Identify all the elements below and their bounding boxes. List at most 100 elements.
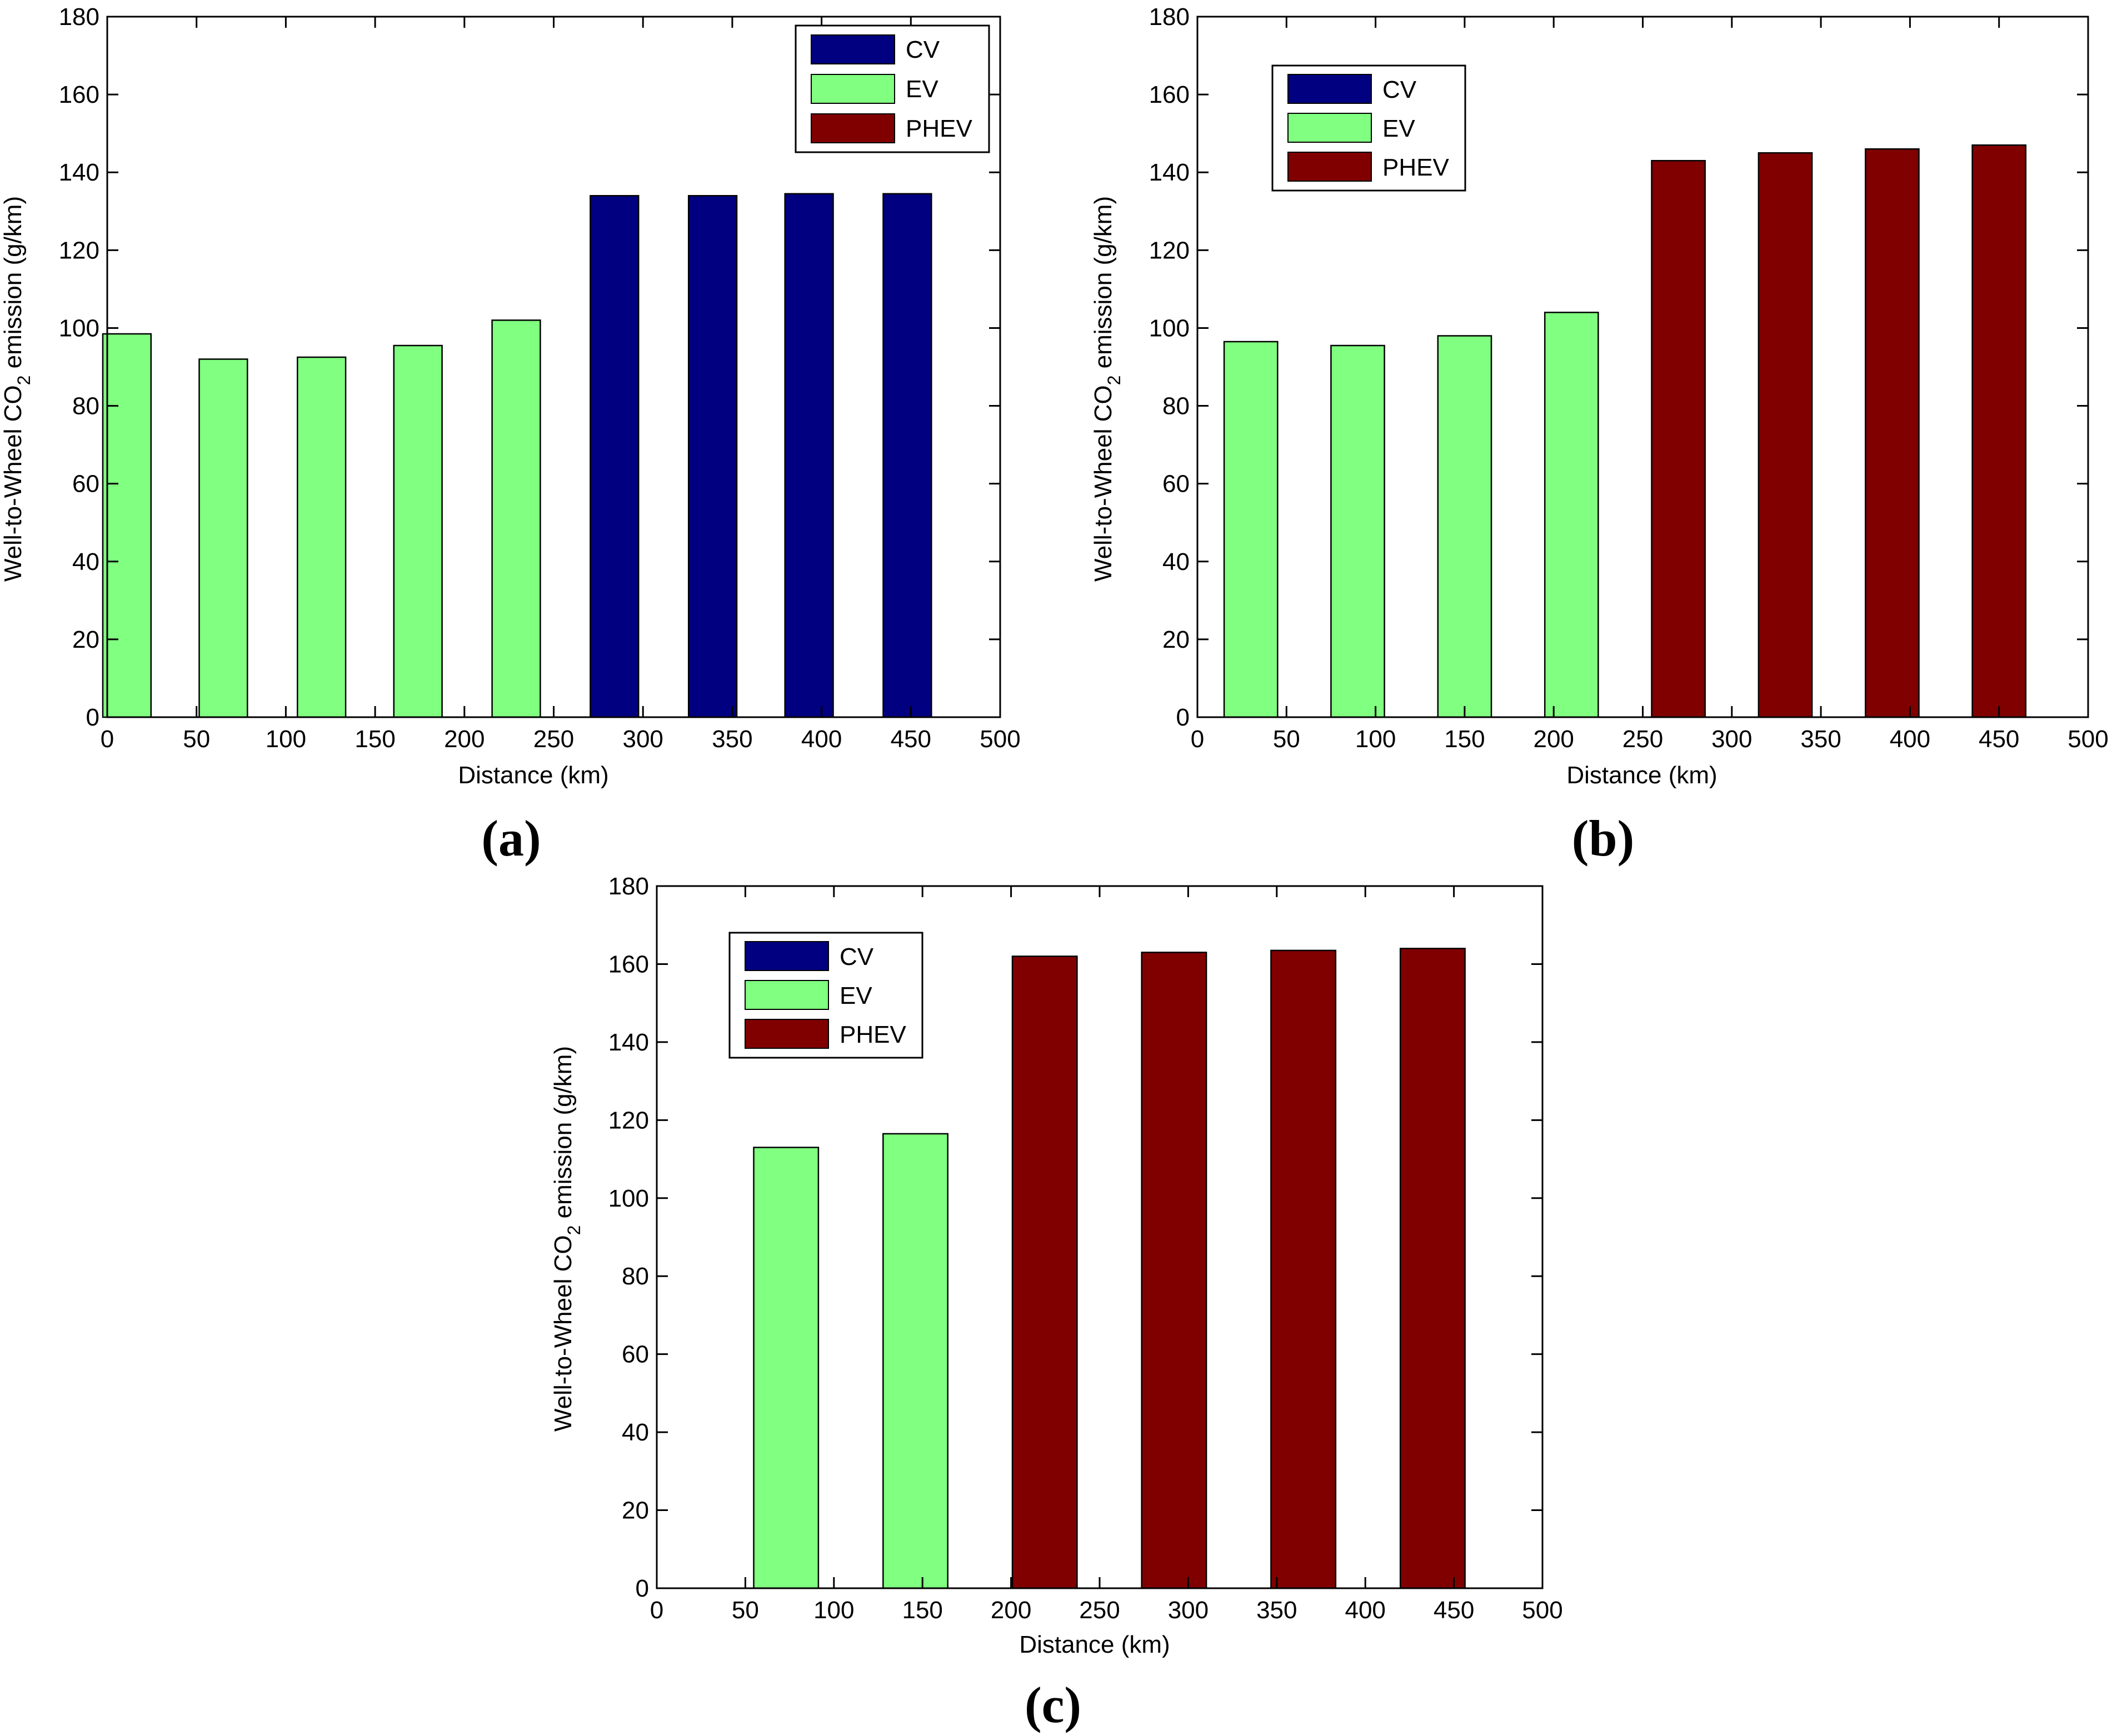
x-tick-label-a-400: 400	[801, 726, 842, 753]
bar-phev-c-6	[1399, 948, 1466, 1589]
x-tick-label-b-50: 50	[1273, 726, 1300, 753]
legend-label-phev-c: PHEV	[840, 1021, 906, 1048]
y-tick-label-a-40: 40	[72, 548, 99, 576]
x-tick-label-a-500: 500	[980, 726, 1020, 753]
bar-phev-b-7	[1865, 148, 1920, 718]
x-tick-label-b-150: 150	[1444, 726, 1485, 753]
y-tick-label-b-0: 0	[1176, 704, 1190, 731]
x-tick-label-c-350: 350	[1256, 1597, 1297, 1624]
bar-ev-c-2	[882, 1133, 948, 1589]
legend-swatch-phev-b	[1287, 152, 1372, 182]
bar-ev-b-1	[1223, 341, 1279, 718]
bar-ev-a-2	[198, 358, 248, 718]
y-tick-label-a-0: 0	[86, 704, 99, 731]
y-tick-label-a-120: 120	[59, 237, 99, 264]
y-tick-label-b-140: 140	[1149, 159, 1190, 186]
y-tick-label-c-140: 140	[608, 1029, 649, 1056]
x-tick-label-a-450: 450	[891, 726, 931, 753]
y-tick-label-b-80: 80	[1162, 393, 1190, 420]
y-tick-label-a-60: 60	[72, 471, 99, 498]
bars-b	[1223, 144, 2027, 718]
x-tick-label-c-0: 0	[650, 1597, 663, 1624]
bar-phev-c-5	[1270, 949, 1337, 1589]
y-tick-label-c-160: 160	[608, 950, 649, 978]
x-axis-label-b: Distance (km)	[1566, 762, 1717, 789]
x-tick-label-b-0: 0	[1191, 726, 1204, 753]
bars-c	[753, 948, 1466, 1589]
y-axis-label-a-pre: Well-to-Wheel CO	[0, 385, 27, 582]
legend-swatch-ev-c	[745, 980, 829, 1010]
y-axis-label-a: Well-to-Wheel CO2 emission (g/km)	[0, 196, 34, 582]
legend-a: CV EV PHEV	[795, 24, 990, 153]
bar-ev-a-1	[102, 333, 152, 718]
x-tick-label-b-450: 450	[1979, 726, 2019, 753]
x-tick-label-c-50: 50	[732, 1597, 759, 1624]
y-axis-label-a-sub: 2	[14, 376, 34, 386]
bar-ev-a-5	[491, 319, 541, 718]
y-tick-label-b-100: 100	[1149, 314, 1190, 342]
y-tick-label-c-40: 40	[622, 1419, 649, 1446]
x-tick-label-b-100: 100	[1355, 726, 1396, 753]
legend-label-ev-b: EV	[1382, 115, 1415, 142]
tick-labels-b: 0 50 100 150 200 250 300 350 400 450 500 0 20 40 60 80 1…	[1149, 3, 2109, 753]
legend-label-cv-c: CV	[840, 943, 874, 970]
y-tick-label-c-120: 120	[608, 1107, 649, 1134]
legend-swatch-ev-b	[1287, 113, 1372, 143]
x-tick-label-a-350: 350	[712, 726, 752, 753]
y-axis-label-b: Well-to-Wheel CO2 emission (g/km)	[1090, 196, 1124, 582]
chart-b: 0 50 100 150 200 250 300 350 400 450 500 0 20 40 60 80 1…	[1090, 3, 2109, 867]
bar-ev-b-2	[1330, 344, 1385, 718]
bar-cv-a-7	[687, 195, 738, 718]
y-tick-label-a-140: 140	[59, 159, 99, 186]
bar-ev-a-4	[393, 344, 443, 718]
panel-label-a: (a)	[481, 810, 541, 867]
x-axis-label-c: Distance (km)	[1019, 1631, 1170, 1658]
legend-swatch-phev-c	[745, 1019, 829, 1049]
bar-cv-a-6	[590, 195, 640, 718]
legend-label-cv-b: CV	[1382, 76, 1417, 103]
y-tick-label-a-80: 80	[72, 393, 99, 420]
legend-swatch-cv-a	[811, 34, 895, 64]
x-tick-label-a-50: 50	[183, 726, 210, 753]
x-tick-label-c-100: 100	[813, 1597, 854, 1624]
x-tick-label-c-500: 500	[1522, 1597, 1562, 1624]
legend-swatch-cv-b	[1287, 74, 1372, 104]
legend-label-cv-a: CV	[906, 36, 940, 63]
legend-b: CV EV PHEV	[1271, 64, 1466, 192]
y-tick-label-a-180: 180	[59, 3, 99, 31]
bar-cv-a-9	[882, 193, 932, 718]
y-tick-label-b-60: 60	[1162, 471, 1190, 498]
y-axis-label-b-post: emission (g/km)	[1090, 196, 1117, 376]
y-axis-label-b-sub: 2	[1104, 376, 1124, 386]
y-axis-label-a-post: emission (g/km)	[0, 196, 27, 376]
x-tick-label-c-150: 150	[902, 1597, 942, 1624]
x-tick-label-c-200: 200	[991, 1597, 1031, 1624]
x-tick-label-a-200: 200	[444, 726, 485, 753]
y-tick-label-a-20: 20	[72, 626, 99, 653]
bar-phev-b-5	[1651, 159, 1706, 718]
y-tick-label-a-100: 100	[59, 314, 99, 342]
bar-ev-c-1	[753, 1147, 820, 1589]
y-tick-label-b-40: 40	[1162, 548, 1190, 576]
y-axis-label-c-sub: 2	[564, 1225, 584, 1235]
y-tick-label-c-80: 80	[622, 1263, 649, 1290]
bar-phev-c-4	[1141, 952, 1207, 1589]
bar-ev-b-4	[1544, 312, 1599, 718]
plot-frame-c	[656, 885, 1544, 1589]
y-tick-label-c-180: 180	[608, 873, 649, 900]
y-tick-label-c-100: 100	[608, 1185, 649, 1212]
panel-label-b: (b)	[1572, 810, 1634, 867]
legend-label-ev-c: EV	[840, 982, 872, 1009]
x-tick-label-b-200: 200	[1533, 726, 1574, 753]
chart-a: 0 50 100 150 200 250 300 350 400 450 500 0 20 40 60 80 1…	[0, 3, 1021, 867]
legend-label-phev-a: PHEV	[906, 115, 972, 142]
x-tick-label-b-400: 400	[1890, 726, 1930, 753]
y-tick-label-c-60: 60	[622, 1341, 649, 1368]
y-axis-label-c-post: emission (g/km)	[550, 1046, 577, 1225]
tick-labels-a: 0 50 100 150 200 250 300 350 400 450 500 0 20 40 60 80 1…	[59, 3, 1021, 753]
x-tick-label-b-350: 350	[1800, 726, 1841, 753]
y-tick-label-b-180: 180	[1149, 3, 1190, 31]
y-tick-label-c-20: 20	[622, 1497, 649, 1524]
panel-label-c: (c)	[1025, 1677, 1081, 1733]
